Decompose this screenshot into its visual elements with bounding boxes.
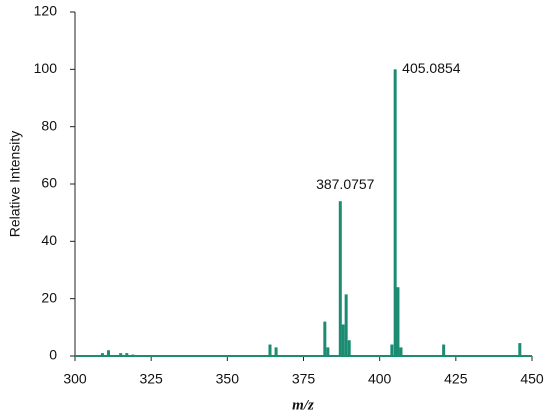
x-axis-title: m/z (292, 397, 314, 413)
peak (393, 69, 397, 356)
peak (323, 321, 327, 356)
y-tick-label: 120 (34, 3, 58, 19)
peak (268, 344, 272, 356)
y-axis-title: Relative Intensity (7, 131, 23, 238)
peak-label: 405.0854 (402, 60, 461, 76)
peak (125, 353, 129, 356)
x-tick-label: 300 (63, 371, 87, 387)
peak (100, 353, 104, 356)
x-tick-label: 400 (368, 371, 392, 387)
peak (344, 294, 348, 356)
x-tick-label: 450 (520, 371, 544, 387)
peak (518, 343, 522, 356)
y-tick-label: 60 (41, 175, 57, 191)
y-tick-label: 20 (41, 289, 57, 305)
peak (341, 324, 345, 356)
y-tick-label: 0 (49, 347, 57, 363)
peak (396, 287, 400, 356)
y-tick-label: 80 (41, 117, 57, 133)
peak-label: 387.0757 (316, 176, 375, 192)
peak (326, 347, 330, 356)
x-tick-label: 425 (444, 371, 468, 387)
y-tick-label: 100 (34, 60, 58, 76)
peak (107, 350, 111, 356)
peak (347, 340, 351, 356)
peak (338, 201, 342, 356)
y-tick-label: 40 (41, 232, 57, 248)
peak (119, 353, 123, 356)
x-tick-label: 350 (216, 371, 240, 387)
peak (390, 344, 394, 356)
peak (131, 354, 135, 356)
x-tick-label: 375 (292, 371, 316, 387)
peak (442, 344, 446, 356)
peak (399, 347, 403, 356)
peak (274, 347, 278, 356)
x-tick-label: 325 (139, 371, 163, 387)
